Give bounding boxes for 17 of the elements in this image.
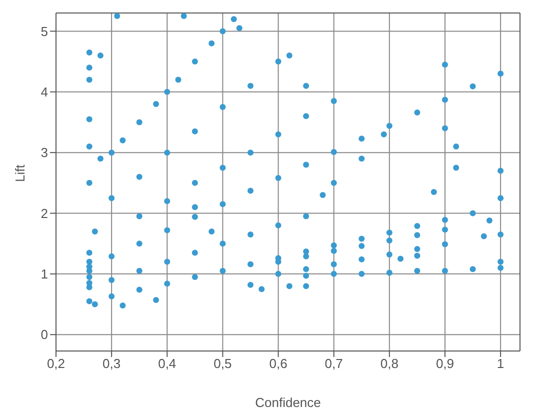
y-tick-label: 4 bbox=[40, 84, 48, 100]
y-tick-label: 1 bbox=[40, 266, 48, 282]
x-tick-label: 0,8 bbox=[380, 356, 398, 372]
y-tick-label: 5 bbox=[40, 24, 48, 39]
x-axis-title: Confidence bbox=[255, 395, 321, 410]
x-tick-label: 1 bbox=[496, 356, 504, 372]
y-tick-label: 3 bbox=[40, 145, 48, 160]
x-tick-label: 0,4 bbox=[158, 356, 176, 372]
x-tick-label: 0,2 bbox=[46, 356, 66, 372]
x-tick-label: 0,7 bbox=[324, 356, 343, 372]
x-tick-label: 0,3 bbox=[102, 356, 121, 372]
x-tick-label: 0,9 bbox=[436, 356, 454, 372]
y-tick-label: 2 bbox=[40, 206, 48, 221]
x-tick-label: 0,6 bbox=[269, 356, 288, 372]
x-tick-label: 0,5 bbox=[214, 356, 232, 372]
y-axis-title: Lift bbox=[12, 164, 28, 182]
y-tick-label: 0 bbox=[40, 327, 48, 342]
